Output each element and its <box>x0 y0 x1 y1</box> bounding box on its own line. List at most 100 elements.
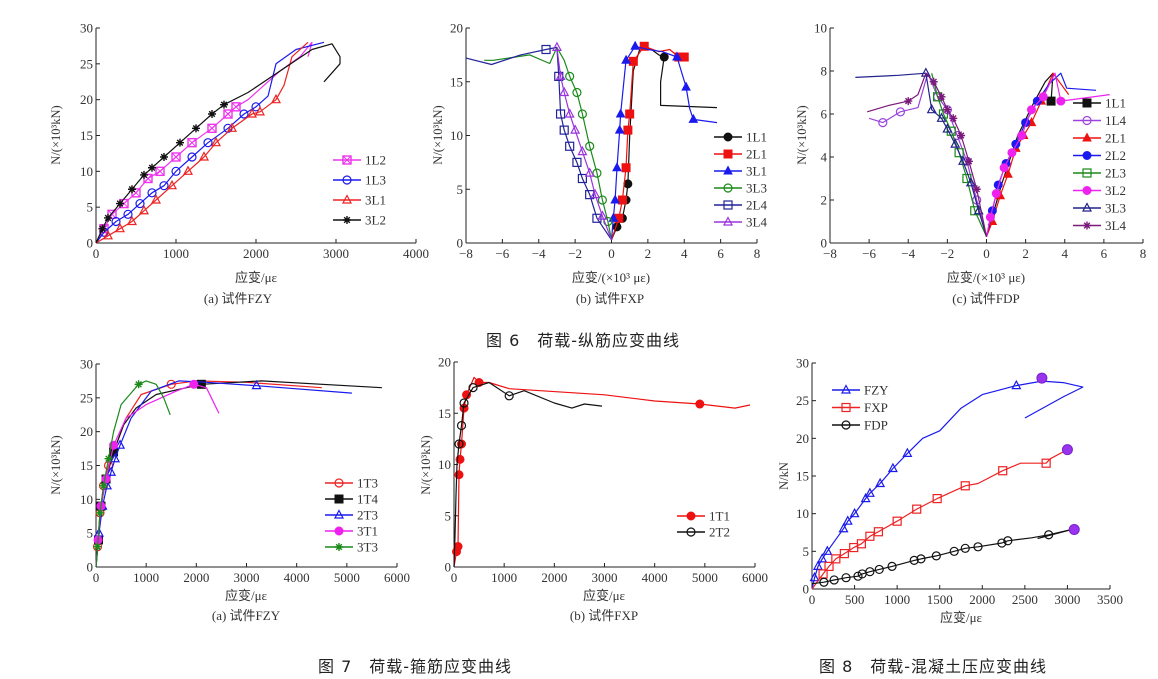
data-point <box>128 185 136 194</box>
legend-label: 1L1 <box>746 130 767 145</box>
x-tick-label: −2 <box>568 246 582 261</box>
y-tick-label: 2 <box>821 193 828 208</box>
legend-label: 3L2 <box>365 213 386 228</box>
x-tick-label: 0 <box>608 246 615 261</box>
data-point <box>873 527 884 537</box>
data-point <box>99 481 108 490</box>
fig7-caption: 图 7 荷载-箍筋应变曲线 <box>318 657 513 676</box>
legend-marker <box>334 509 344 519</box>
legend-label: 3L1 <box>746 164 767 179</box>
legend-item: 3L1 <box>333 193 386 208</box>
series-line <box>95 380 352 568</box>
chart-fig6c: −8 −6 −4 −2 0 2 4 6 8 0 2 4 6 8 10 应变/(×10³ με) N/(×10³k… <box>795 21 1146 307</box>
data-point <box>584 167 595 177</box>
data-point <box>965 177 976 187</box>
series-2L1 <box>985 72 1070 237</box>
x-tick-label: 1000 <box>491 570 517 585</box>
data-point <box>251 379 262 390</box>
x-tick-label: 8 <box>1140 246 1147 261</box>
y-tick-label: 20 <box>438 355 451 370</box>
x-tick-label: −6 <box>862 246 876 261</box>
data-point <box>920 67 931 77</box>
series-FZY <box>809 372 1084 590</box>
x-axis-label: 应变/με <box>235 270 278 285</box>
legend-label: 1L4 <box>1105 113 1126 128</box>
data-point <box>812 560 823 570</box>
x-tick-label: −4 <box>532 246 546 261</box>
y-tick-label: 0 <box>445 560 452 575</box>
legend-marker <box>1082 115 1092 126</box>
data-point <box>564 108 575 118</box>
series-3L3 <box>484 46 613 240</box>
legend-marker <box>334 478 344 488</box>
series-line <box>95 380 322 568</box>
legend-item: 1L1 <box>1073 96 1126 111</box>
data-point <box>895 107 906 117</box>
data-point <box>960 481 970 491</box>
data-point <box>912 504 922 514</box>
chart-subtitle: (a) 试件FZY <box>204 291 273 306</box>
x-tick-label: 4 <box>1062 246 1069 261</box>
series-1T1 <box>452 376 751 568</box>
series-3L1 <box>95 41 309 244</box>
y-tick-label: 5 <box>803 544 810 559</box>
legend-item: 3T1 <box>325 524 378 539</box>
data-point <box>187 137 197 148</box>
x-tick-label: 0 <box>451 570 458 585</box>
y-tick-label: 30 <box>796 356 809 371</box>
data-point <box>864 487 875 497</box>
data-point <box>964 157 973 166</box>
legend-item: 2T2 <box>677 525 730 540</box>
data-point <box>950 138 961 148</box>
data-point <box>838 522 849 533</box>
data-point <box>991 189 1001 199</box>
data-point <box>1011 379 1022 390</box>
data-point <box>570 124 581 134</box>
legend-marker <box>1082 186 1092 195</box>
y-tick-label: 15 <box>80 128 93 143</box>
data-point <box>630 40 640 50</box>
data-point <box>555 70 566 80</box>
data-point <box>817 553 828 563</box>
data-point <box>681 81 691 91</box>
legend-marker <box>723 200 733 210</box>
data-point <box>860 492 871 503</box>
legend-label: 1L2 <box>365 153 386 168</box>
legend-marker <box>841 420 851 430</box>
series-line <box>855 72 988 237</box>
data-point <box>166 379 176 389</box>
data-point <box>171 152 181 162</box>
legend-marker <box>335 543 343 551</box>
series-3T3 <box>93 380 171 568</box>
data-point <box>504 391 514 401</box>
legend-item: 2L4 <box>714 198 767 213</box>
y-tick-label: 15 <box>80 458 93 473</box>
legend-label: 3L3 <box>1105 201 1126 216</box>
failure-point <box>1061 444 1073 456</box>
legend-marker <box>334 494 344 504</box>
data-point <box>621 163 631 173</box>
y-tick-label: 0 <box>87 560 94 575</box>
data-point <box>612 162 622 172</box>
x-axis-label: 应变/(×10³ με) <box>947 270 1025 285</box>
data-point <box>625 109 635 119</box>
x-tick-label: −6 <box>495 246 509 261</box>
legend-item: FDP <box>832 418 888 433</box>
x-tick-label: 1000 <box>133 570 159 585</box>
data-point <box>1003 168 1013 178</box>
fig8-caption: 图 8 荷载-混凝土压应变曲线 <box>819 657 1048 676</box>
series-line <box>811 528 1073 585</box>
chart-subtitle: (b) 试件FXP <box>570 608 638 623</box>
data-point <box>902 447 913 457</box>
data-point <box>459 398 469 408</box>
legend-marker <box>1082 151 1092 160</box>
legend-item: 3L2 <box>1073 183 1126 198</box>
x-tick-label: 2500 <box>1012 592 1038 607</box>
data-point <box>842 515 853 525</box>
x-tick-label: 6000 <box>384 570 410 585</box>
legend-item: 3L3 <box>1073 201 1126 216</box>
data-point <box>207 123 217 134</box>
legend-label: 3L3 <box>746 181 767 196</box>
